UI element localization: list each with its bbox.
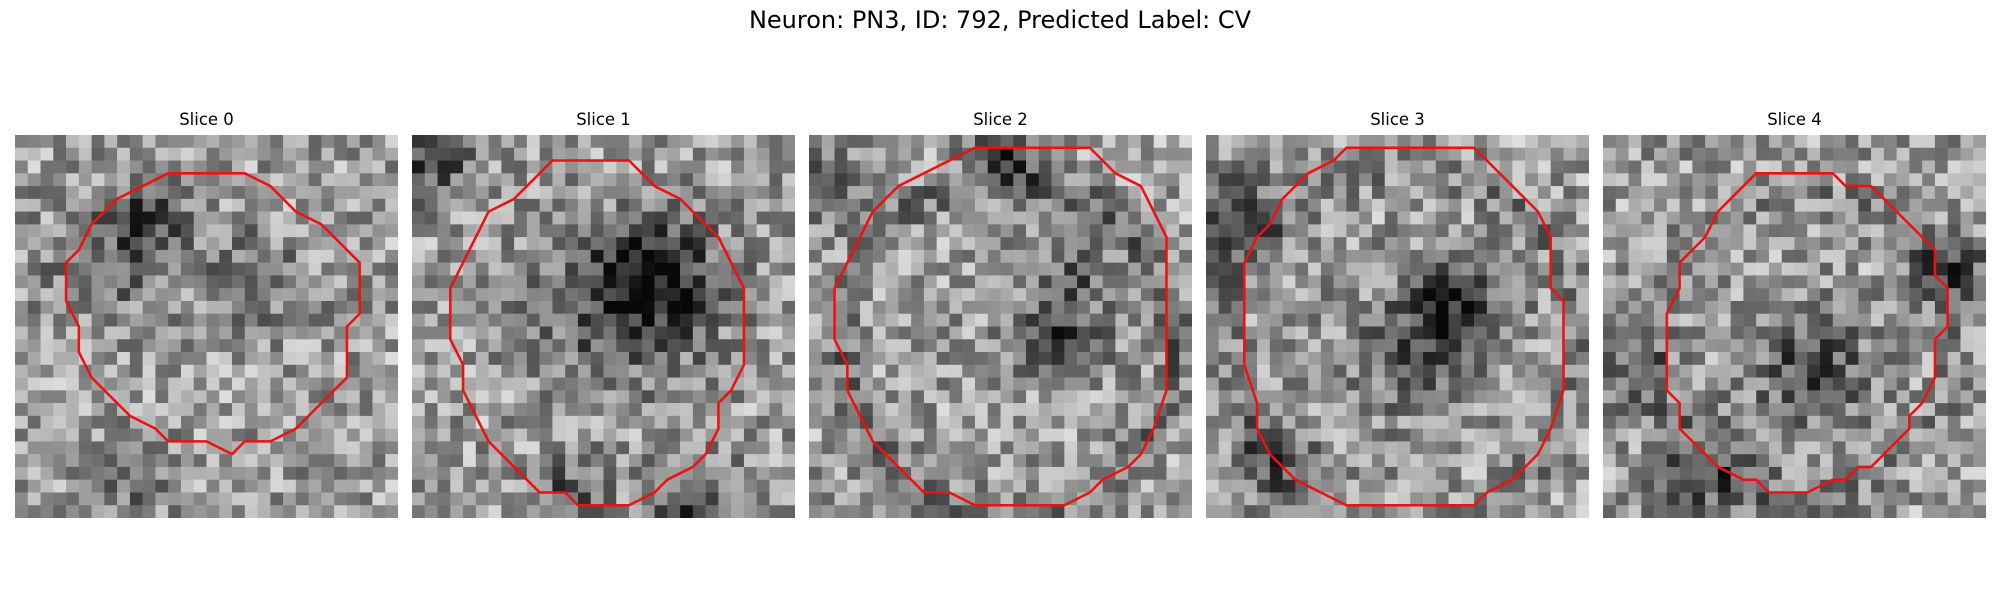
- pixel-grid: [1603, 135, 1986, 518]
- slice-title-3: Slice 3: [1370, 110, 1425, 129]
- slice-svg-0: [15, 135, 398, 518]
- pixel-grid: [809, 135, 1192, 518]
- slice-panel-0: Slice 0: [15, 108, 398, 518]
- slice-image-4: [1603, 135, 1986, 518]
- figure-title: Neuron: PN3, ID: 792, Predicted Label: C…: [748, 6, 1252, 34]
- slice-image-1: [412, 135, 795, 518]
- slice-image-3: [1206, 135, 1589, 518]
- pixel-grid: [412, 135, 795, 518]
- segmentation-contour: [449, 159, 746, 507]
- segmentation-contour: [833, 146, 1168, 507]
- slice-title-2: Slice 2: [973, 110, 1028, 129]
- segmentation-contour: [64, 172, 361, 456]
- slice-image-0: [15, 135, 398, 518]
- slice-svg-4: [1603, 135, 1986, 518]
- pixel-grid: [15, 135, 398, 518]
- slice-panel-2: Slice 2: [809, 108, 1192, 518]
- segmentation-contour: [1243, 146, 1565, 507]
- slice-title-1: Slice 1: [576, 110, 631, 129]
- slice-svg-3: [1206, 135, 1589, 518]
- segmentation-contour: [1665, 172, 1949, 494]
- slice-image-2: [809, 135, 1192, 518]
- slice-title-4: Slice 4: [1767, 110, 1822, 129]
- slice-panel-3: Slice 3: [1206, 108, 1589, 518]
- slice-panel-4: Slice 4: [1603, 108, 1986, 518]
- slice-title-0: Slice 0: [179, 110, 234, 129]
- slice-svg-2: [809, 135, 1192, 518]
- slice-panel-1: Slice 1: [412, 108, 795, 518]
- slice-svg-1: [412, 135, 795, 518]
- pixel-grid: [1206, 135, 1589, 518]
